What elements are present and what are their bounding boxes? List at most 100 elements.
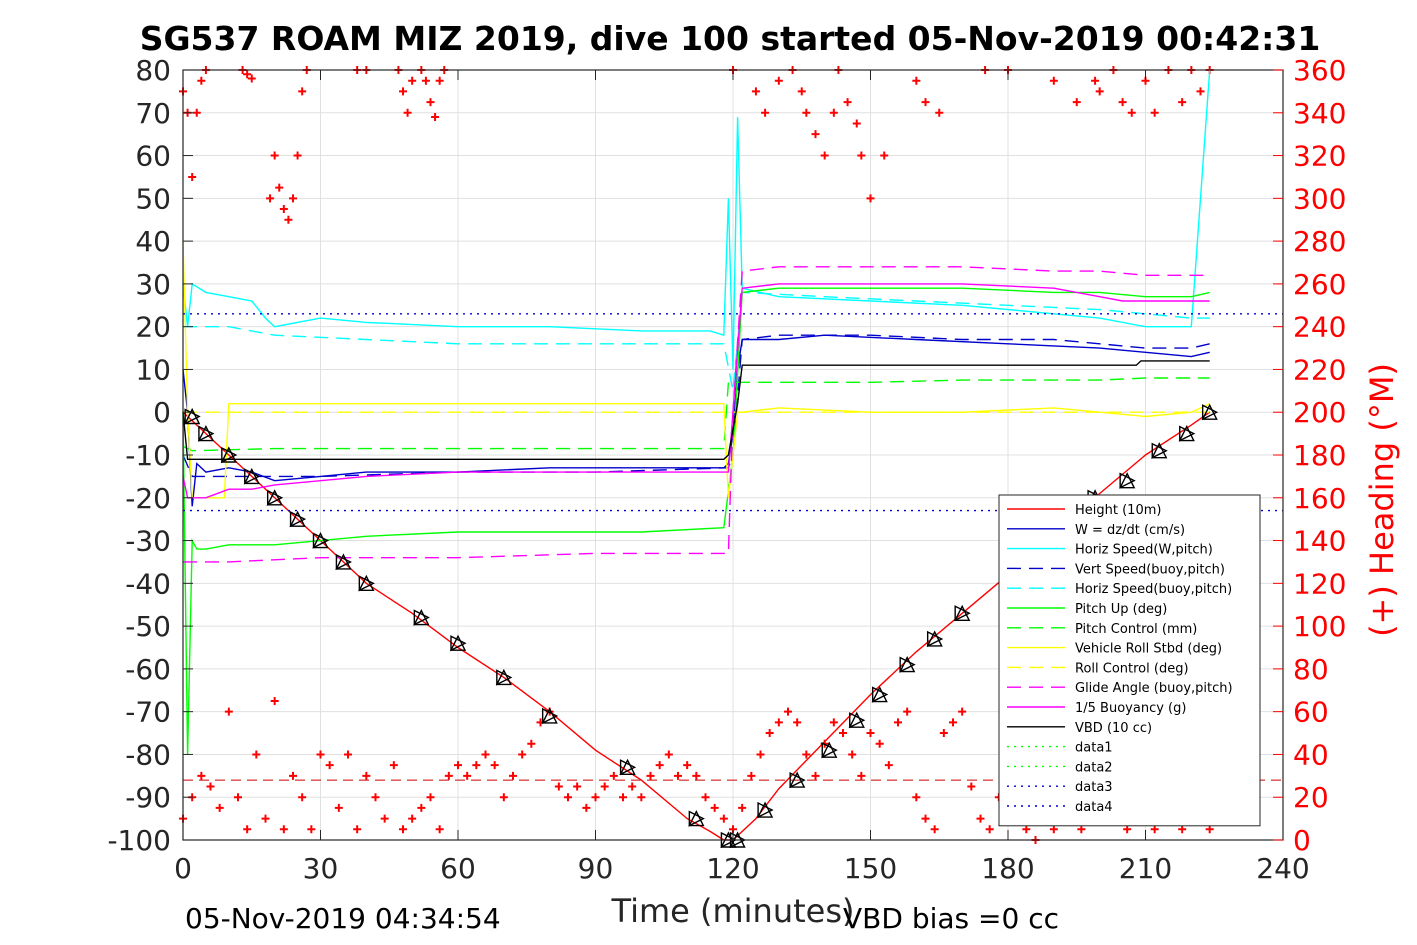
heading-point [1118,98,1127,107]
y2-tick-label: 280 [1293,225,1346,258]
x-tick-label: 30 [303,852,339,885]
heading-point [582,803,591,812]
heading-point [298,793,307,802]
heading-point [224,707,233,716]
heading-point [344,750,352,759]
legend-entry: Height (10m) [1075,503,1161,518]
heading-point [765,729,774,738]
heading-point [197,771,206,780]
heading-point [554,782,563,791]
depth-marker [789,771,806,788]
heading-point [298,87,307,96]
y2-tick-label: 240 [1293,311,1346,344]
heading-point [591,793,600,802]
heading-point [252,750,261,759]
depth-marker [220,446,237,463]
y2-tick-label: 160 [1293,482,1346,515]
heading-point [426,98,435,107]
heading-point [921,814,930,823]
heading-point [751,87,760,96]
heading-point [967,782,976,791]
depth-marker-alt [1201,404,1219,421]
depth-marker-alt [1119,472,1136,489]
series-line-5 [182,287,1210,755]
depth-markers [184,403,1219,849]
x-tick-label: 240 [1256,852,1309,885]
heading-point [880,151,889,160]
depth-marker [1151,442,1168,459]
heading-point [325,761,334,770]
heading-point [664,750,673,759]
y2-tick-label: 220 [1293,353,1346,386]
heading-point [408,814,417,823]
y-tick-label: 20 [135,311,171,344]
heading-point [802,750,811,759]
depth-marker-alt [221,446,238,464]
heading-point [930,825,939,834]
depth-marker [266,489,283,506]
heading-point [958,707,967,716]
heading-point [637,793,646,802]
heading-point [628,782,637,791]
series-line-2 [182,69,1211,370]
y2-tick-label: 300 [1293,182,1346,215]
chart-title: SG537 ROAM MIZ 2019, dive 100 started 05… [140,19,1321,58]
series-line-9 [183,266,1210,563]
heading-point [852,119,861,128]
heading-point [1049,76,1058,85]
heading-point [1127,108,1136,117]
heading-point [421,76,430,85]
heading-point [912,76,921,85]
heading-point [857,151,866,160]
depth-marker [184,407,201,425]
heading-point [884,761,893,770]
y2-tick-label: 120 [1293,567,1346,600]
heading-point [472,761,481,770]
heading-point [362,771,371,780]
heading-point [435,825,444,834]
depth-marker [413,608,430,626]
y2-tick-label: 100 [1293,610,1346,643]
depth-marker [358,574,375,592]
heading-point [1123,825,1132,834]
y-axis-left: 80 70 60 50 40 30 20 10 0 -10 -20 -30 -40 -50 -60 -70 -8… [107,54,193,857]
heading-point [875,739,884,748]
y-axis-right: 3603403203002802602402202001801601401201… [1273,54,1346,857]
depth-marker-alt [289,511,307,528]
depth-marker-alt [619,759,637,776]
heading-point [802,108,811,117]
heading-point [797,87,806,96]
depth-marker [289,510,306,527]
heading-point [839,729,847,738]
heading-point [353,825,362,834]
depth-marker-alt [541,707,559,725]
heading-point [307,825,316,834]
heading-point [279,205,288,214]
y-tick-label: 80 [135,54,171,87]
depth-marker-alt [312,532,330,549]
y2-tick-label: 360 [1293,54,1346,87]
heading-point [692,771,701,780]
heading-point [399,825,407,834]
depth-marker [688,810,705,827]
heading-point [774,76,783,85]
heading-point [206,782,215,791]
heading-point [261,814,270,823]
legend: Height (10m) W = dz/dt (cm/s) Horiz Speed(… [998,494,1261,827]
depth-marker-alt [266,489,284,506]
y2-tick-label: 20 [1293,781,1329,814]
depth-marker [871,685,888,703]
y-tick-label: -70 [125,696,171,729]
heading-point [848,750,857,759]
heading-point [289,194,297,203]
series-line-6 [182,377,1210,452]
x-tick-label: 60 [440,852,476,885]
heading-point [188,172,197,181]
heading-point [619,793,627,802]
heading-point [811,130,820,139]
heading-point [408,76,417,85]
depth-marker-alt [954,605,971,622]
depth-marker [243,467,260,485]
depth-marker [1119,472,1136,489]
heading-point [490,761,499,770]
